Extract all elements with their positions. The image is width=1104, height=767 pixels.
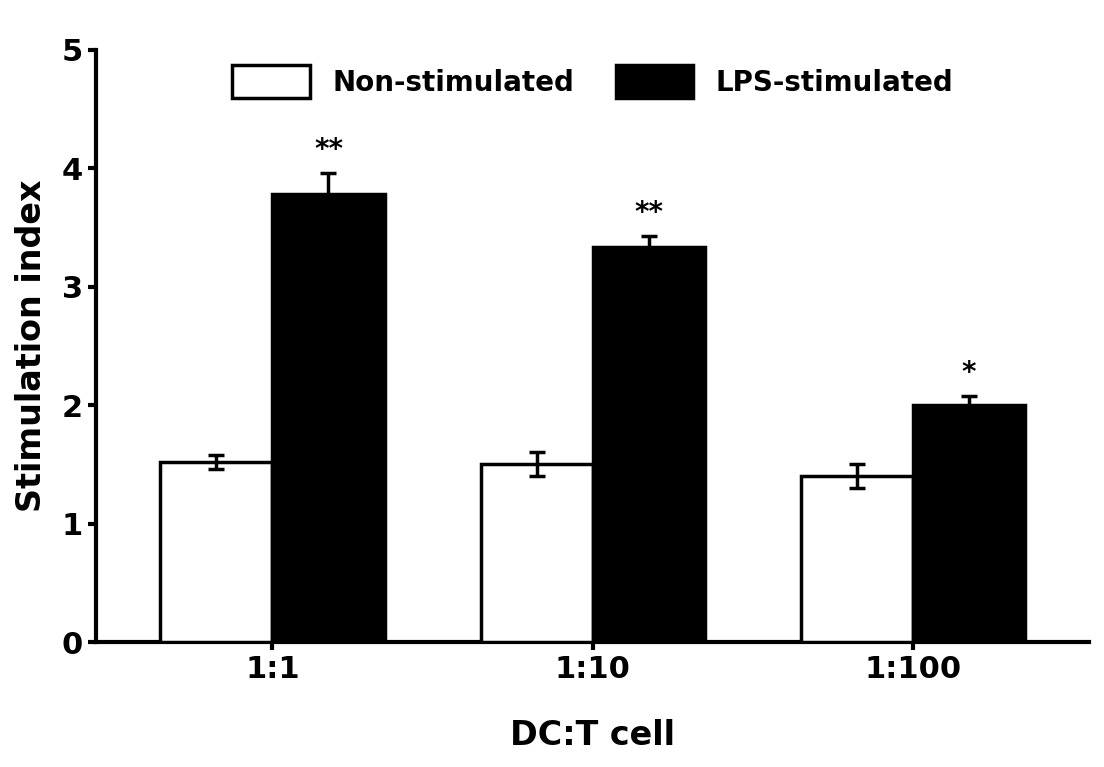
Y-axis label: Stimulation index: Stimulation index bbox=[15, 179, 47, 512]
Text: **: ** bbox=[634, 199, 664, 227]
Bar bbox=[593, 248, 704, 642]
Bar bbox=[160, 462, 273, 642]
Text: **: ** bbox=[314, 137, 343, 164]
Bar bbox=[480, 464, 593, 642]
Bar bbox=[913, 405, 1025, 642]
Legend: Non-stimulated, LPS-stimulated: Non-stimulated, LPS-stimulated bbox=[219, 51, 967, 111]
X-axis label: DC:T cell: DC:T cell bbox=[510, 719, 676, 752]
Text: *: * bbox=[962, 359, 976, 387]
Bar bbox=[800, 476, 913, 642]
Bar bbox=[273, 194, 384, 642]
